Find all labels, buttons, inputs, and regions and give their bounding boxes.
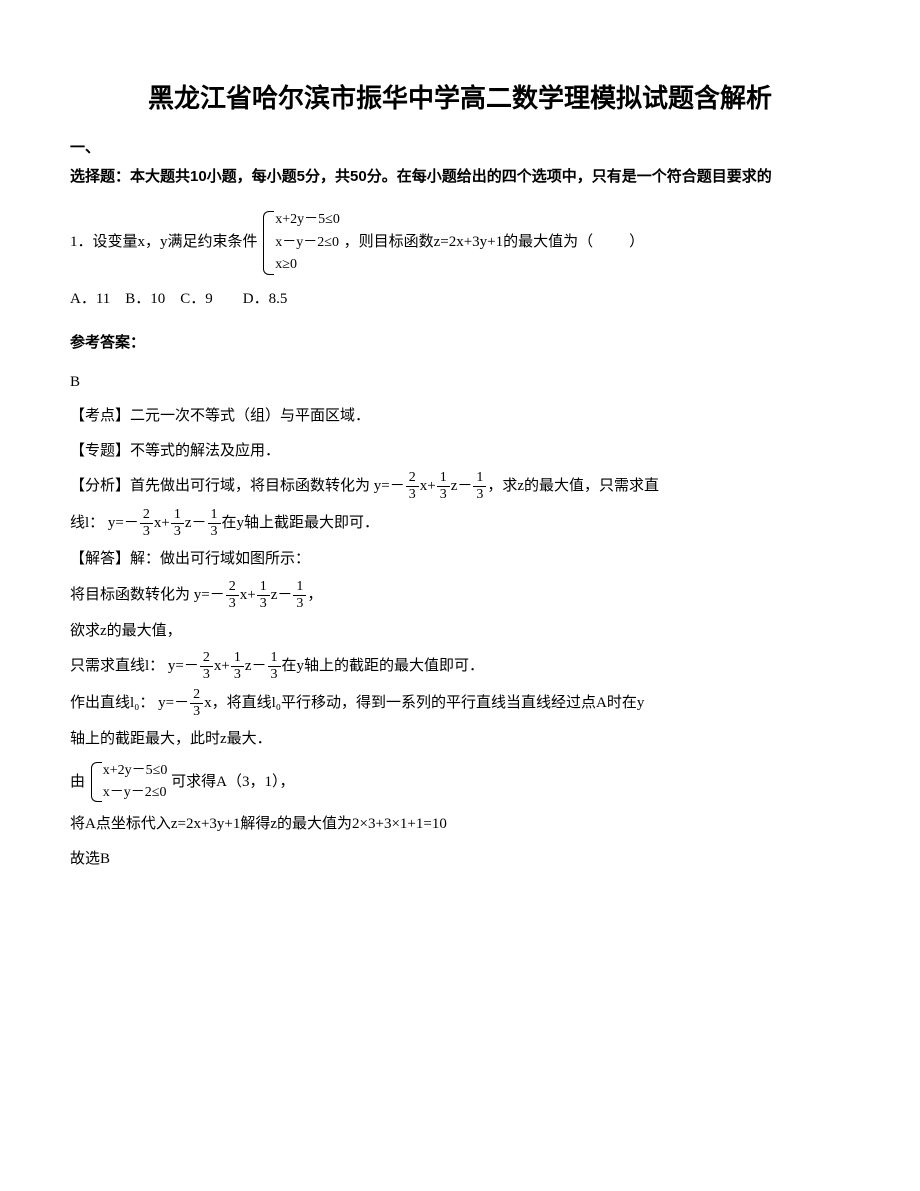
- jieda-label: 【解答】: [70, 551, 130, 567]
- jieda-line-2: 欲求z的最大值，: [70, 617, 850, 646]
- jieda-line-3: 只需求直线l： y=－23x+13z－13在y轴上的截距的最大值即可．: [70, 651, 850, 682]
- zhuanti-label: 【专题】: [70, 443, 130, 459]
- jieda-0: 解：做出可行域如图所示：: [130, 551, 310, 567]
- zhuanti-text: 不等式的解法及应用．: [130, 443, 280, 459]
- jieda-4a: 作出直线l₀：: [70, 695, 154, 711]
- fenxi-a: 首先做出可行域，将目标函数转化为: [130, 478, 370, 494]
- q1-constraints-brace: x+2y－5≤0 x－y－2≤0 x≥0: [261, 209, 340, 276]
- jieda-1b: ，: [307, 587, 322, 603]
- kaodian-label: 【考点】: [70, 408, 130, 424]
- constraint-line: x－y－2≤0: [275, 232, 340, 254]
- constraint-line: x+2y－5≤0: [103, 760, 168, 782]
- eq-objective-2: y=－23x+13z－13: [194, 587, 308, 603]
- section-instructions: 选择题：本大题共10小题，每小题5分，共50分。在每小题给出的四个选项中，只有是…: [70, 163, 850, 192]
- jieda-line-1: 将目标函数转化为 y=－23x+13z－13，: [70, 580, 850, 611]
- question-1-stem: 1．设变量x，y满足约束条件 x+2y－5≤0 x－y－2≤0 x≥0 ，则目标…: [70, 209, 850, 276]
- answer-label: 参考答案：: [70, 329, 850, 358]
- eq-line-l0: y=－23x: [158, 695, 211, 711]
- jieda-line-4c: 轴上的截距最大，此时z最大．: [70, 725, 850, 754]
- fenxi-line-1: 【分析】首先做出可行域，将目标函数转化为 y=－23x+13z－13，求z的最大…: [70, 471, 850, 502]
- jieda-line-6: 将A点坐标代入z=2x+3y+1解得z的最大值为2×3+3×1+1=10: [70, 810, 850, 839]
- jieda-3a: 只需求直线l：: [70, 658, 164, 674]
- eq-line-l: y=－23x+13z－13: [108, 515, 222, 531]
- jieda-line-4a: 作出直线l₀： y=－23x，将直线l₀平行移动，得到一系列的平行直线当直线经过…: [70, 688, 850, 719]
- page-title: 黑龙江省哈尔滨市振华中学高二数学理模拟试题含解析: [70, 80, 850, 116]
- fenxi-c: 线l：: [70, 515, 104, 531]
- jieda-4b: ，将直线l₀平行移动，得到一系列的平行直线当直线经过点A时在y: [212, 695, 645, 711]
- eq-objective-1: y=－23x+13z－13: [374, 478, 488, 494]
- kaodian-line: 【考点】二元一次不等式（组）与平面区域．: [70, 402, 850, 431]
- constraint-line: x－y－2≤0: [103, 782, 168, 804]
- jieda-line-5: 由 x+2y－5≤0 x－y－2≤0 可求得A（3，1），: [70, 760, 850, 805]
- jieda-1a: 将目标函数转化为: [70, 587, 190, 603]
- fenxi-d: 在y轴上截距最大即可．: [222, 515, 380, 531]
- jieda-3b: 在y轴上的截距的最大值即可．: [282, 658, 485, 674]
- jieda-line-7: 故选B: [70, 845, 850, 874]
- section-number: 一、: [70, 134, 850, 163]
- kaodian-text: 二元一次不等式（组）与平面区域．: [130, 408, 370, 424]
- q1-choices: A．11 B．10 C．9 D．8.5: [70, 285, 850, 314]
- eq-line-l-2: y=－23x+13z－13: [168, 658, 282, 674]
- jieda-line-0: 【解答】解：做出可行域如图所示：: [70, 545, 850, 574]
- fenxi-label: 【分析】: [70, 478, 130, 494]
- jieda-5b: 可求得A（3，1），: [171, 773, 294, 789]
- zhuanti-line: 【专题】不等式的解法及应用．: [70, 437, 850, 466]
- jieda-5a: 由: [70, 773, 85, 789]
- fenxi-line-2: 线l： y=－23x+13z－13在y轴上截距最大即可．: [70, 508, 850, 539]
- constraint-line: x≥0: [275, 254, 340, 276]
- q1-after-text: ，则目标函数z=2x+3y+1的最大值为（: [344, 234, 594, 250]
- q1-answer: B: [70, 368, 850, 397]
- q1-prefix: 1．设变量x，y满足约束条件: [70, 234, 258, 250]
- q1-constraints-brace-2: x+2y－5≤0 x－y－2≤0: [89, 760, 168, 805]
- q1-after-close: ）: [629, 234, 644, 250]
- constraint-line: x+2y－5≤0: [275, 209, 340, 231]
- fenxi-b: ，求z的最大值，只需求直: [487, 478, 659, 494]
